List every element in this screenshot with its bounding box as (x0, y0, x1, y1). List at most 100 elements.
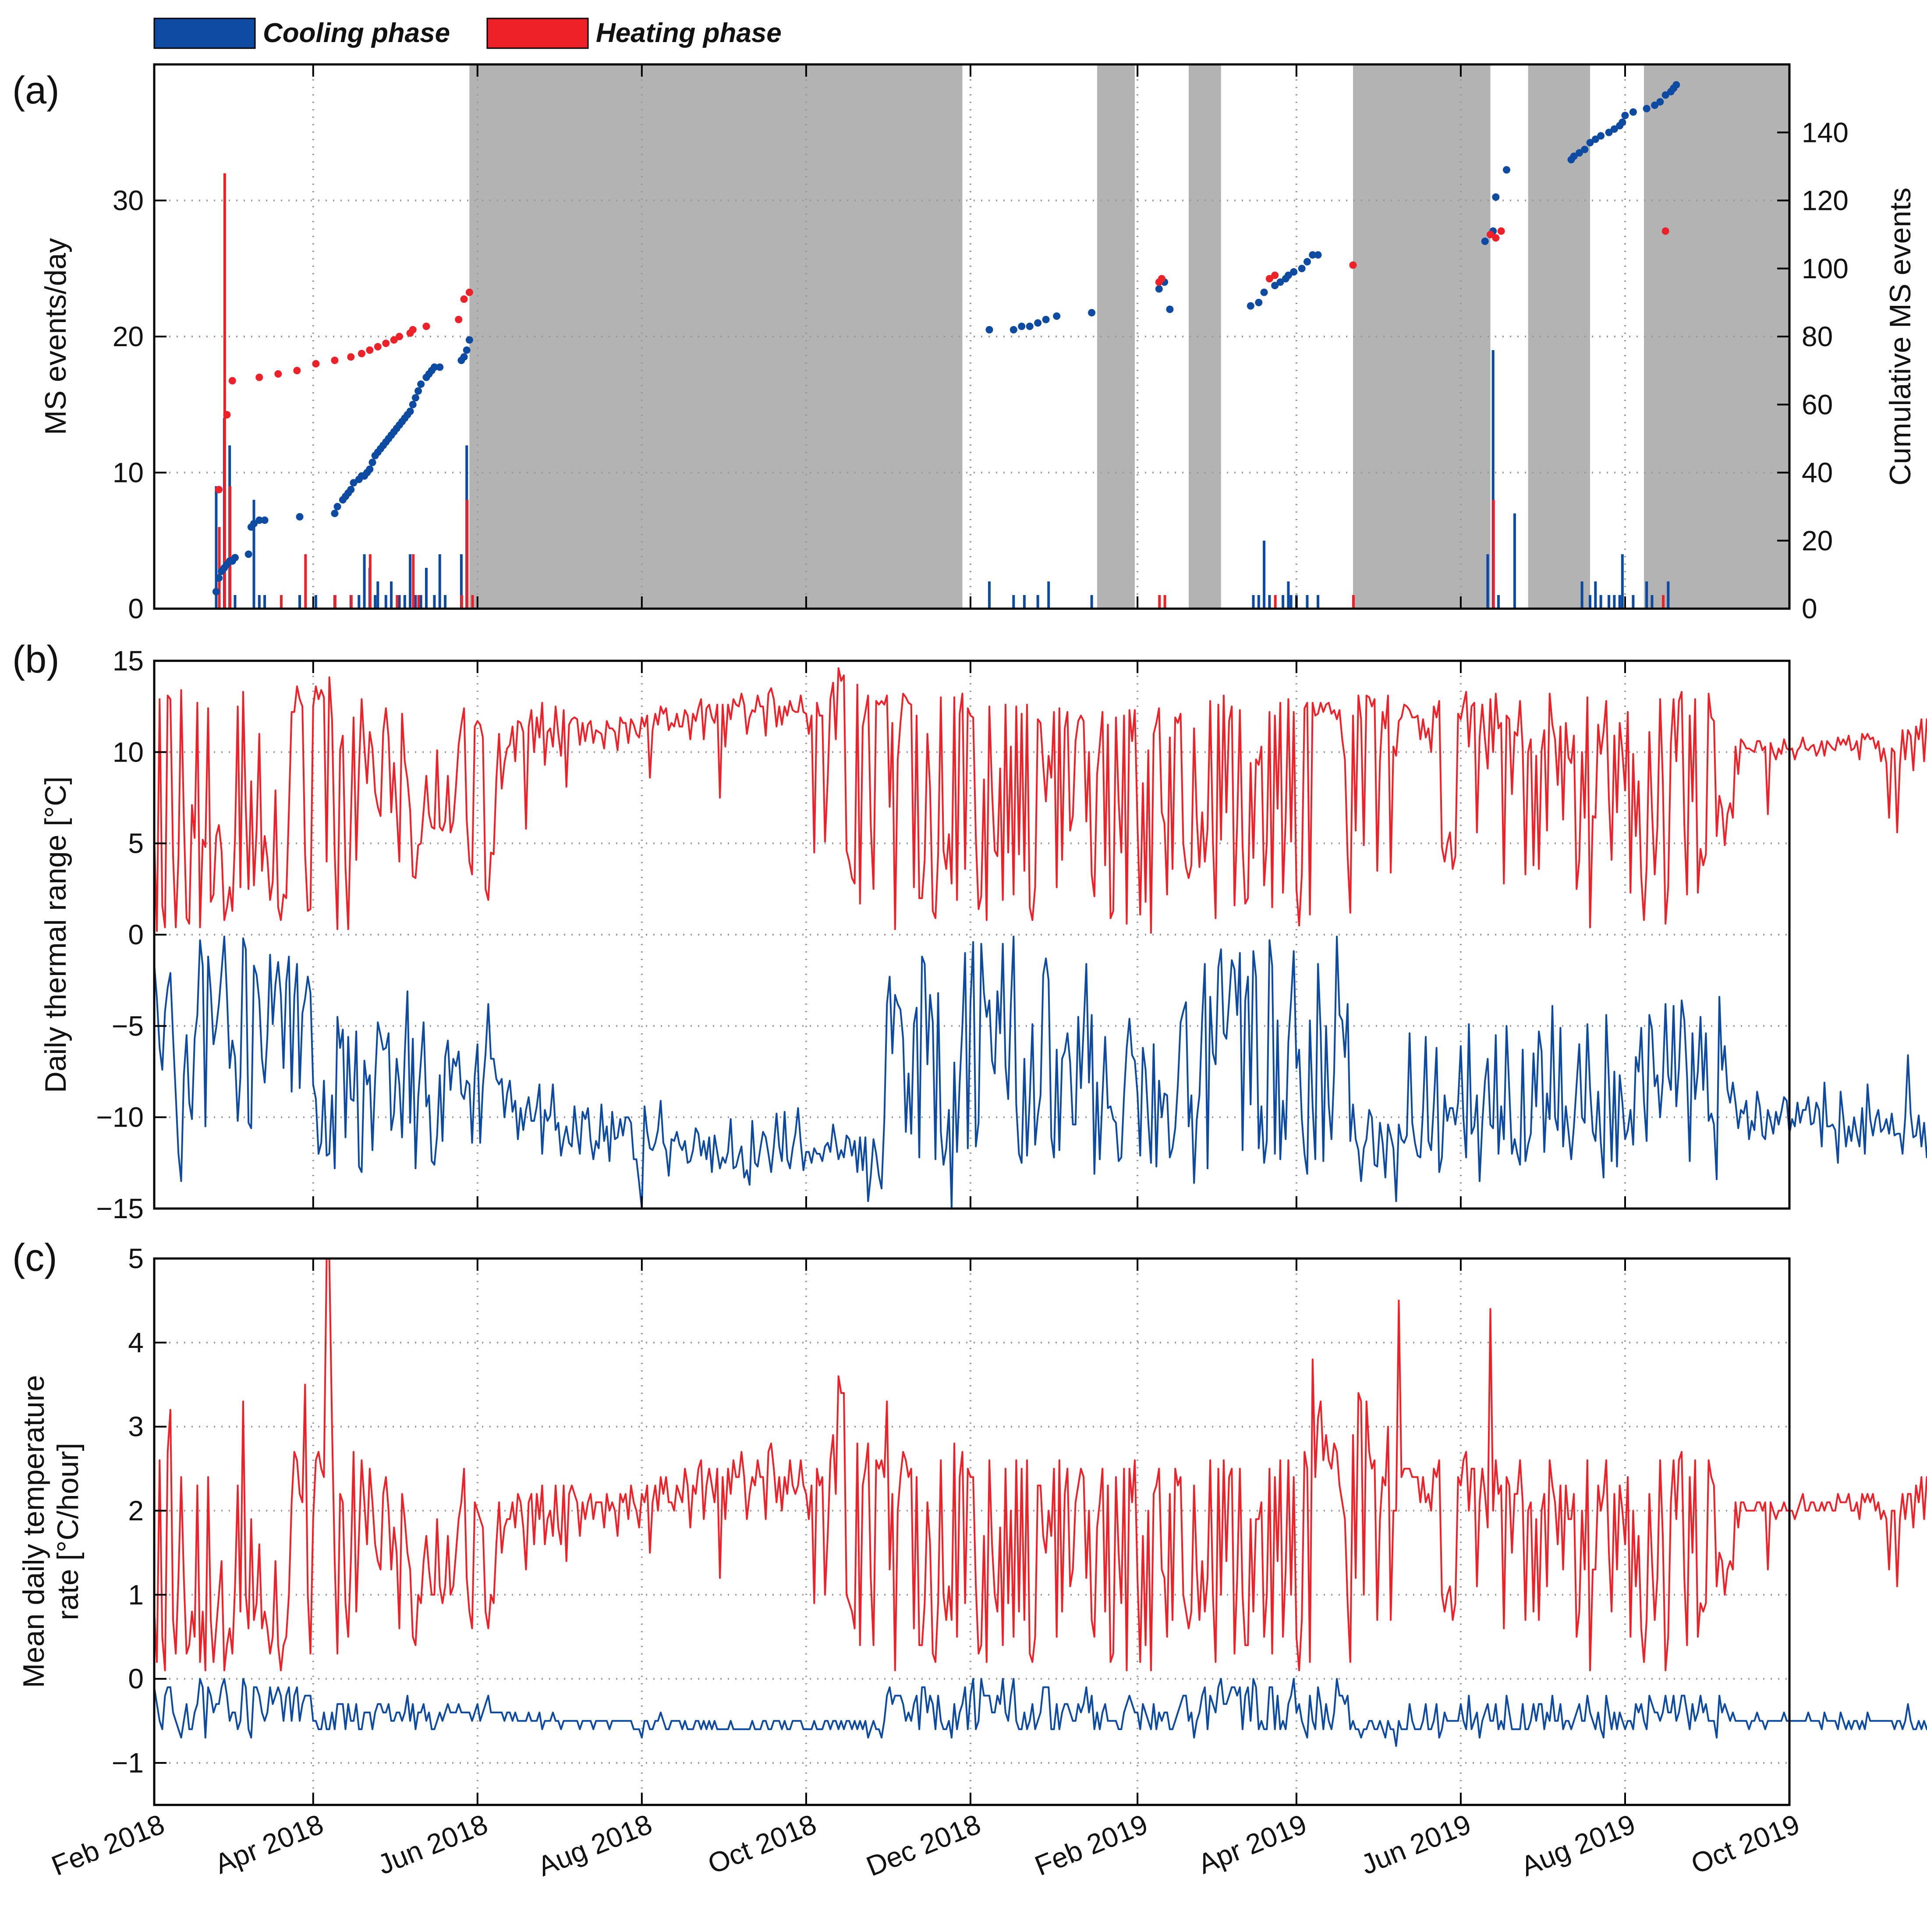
heating-bar (218, 527, 221, 609)
cumulative-cooling-point (436, 363, 444, 371)
x-ticks (153, 64, 1790, 609)
cooling-bar (403, 595, 406, 609)
x-tick-label: Oct 2019 (1686, 1808, 1804, 1880)
x-tick-label: Apr 2019 (1194, 1808, 1311, 1880)
heating-bar (412, 554, 415, 609)
cooling-bar (384, 595, 387, 609)
cooling-bar (263, 595, 266, 609)
cooling-bar (314, 595, 317, 609)
cumulative-cooling-point (1314, 251, 1322, 259)
cumulative-heating-point (465, 288, 473, 296)
cooling-bar (1594, 581, 1597, 609)
cumulative-cooling-point (215, 574, 223, 582)
cumulative-cooling-point (1621, 111, 1629, 119)
x-tick-label: Apr 2018 (210, 1808, 328, 1880)
cooling-bar (1306, 595, 1309, 609)
cooling-bar (1497, 595, 1500, 609)
cumulative-cooling-point (1260, 288, 1268, 296)
cumulative-cooling-point (1247, 302, 1254, 310)
cumulative-heating-point (293, 367, 301, 375)
cooling-bar (215, 486, 218, 609)
x-tick-label: Jun 2018 (373, 1808, 492, 1880)
cumulative-heating-point (331, 356, 339, 364)
cumulative-cooling-point (463, 346, 471, 354)
y-tick-label: 20 (113, 321, 144, 352)
cooling-bar (376, 581, 379, 609)
heating-bar (471, 595, 474, 609)
cumulative-cooling-point (1651, 101, 1659, 109)
cumulative-heating-point (366, 346, 374, 354)
cumulative-cooling-point (1290, 268, 1298, 276)
cumulative-cooling-point (1276, 278, 1284, 286)
cooling-bar (1651, 595, 1654, 609)
cooling-bar (1090, 595, 1093, 609)
y-tick-label: 5 (128, 1243, 144, 1274)
cumulative-cooling-point (1661, 91, 1669, 99)
cooling-bar (433, 595, 436, 609)
heating-bar (1492, 500, 1495, 609)
y-tick-label: 1 (128, 1579, 144, 1610)
cumulative-heating-point (215, 486, 223, 493)
cumulative-cooling-point (1492, 193, 1500, 201)
x-ticks (153, 1258, 1790, 1805)
cumulative-cooling-point (261, 516, 269, 524)
cooling-bar (1491, 350, 1495, 609)
y-ticks: −15 −10 −5 0 5 10 15 (96, 645, 166, 1224)
heating-bar (1158, 595, 1161, 609)
cooling-phase-line (153, 1678, 1927, 1747)
cumulative-markers (212, 81, 1680, 596)
cumulative-cooling-point (1284, 271, 1292, 279)
cooling-bar (1282, 595, 1285, 609)
cumulative-cooling-point (1629, 108, 1637, 116)
cumulative-cooling-point (1298, 265, 1306, 273)
cumulative-cooling-point (1309, 251, 1317, 259)
legend-swatch-cooling (153, 18, 256, 49)
panel-b: (b) −15 −10 −5 0 5 10 15 Daily thermal range [… (12, 638, 1927, 1224)
cooling-bar (1317, 595, 1320, 609)
cooling-bar (1268, 595, 1271, 609)
y-tick-label: 15 (113, 645, 144, 677)
x-tick-label: Jun 2019 (1357, 1808, 1475, 1880)
cumulative-cooling-point (1605, 128, 1613, 136)
legend-label-cooling: Cooling phase (263, 18, 450, 48)
cumulative-cooling-point (1271, 282, 1279, 290)
cumulative-cooling-point (1481, 238, 1489, 245)
heating-bar (460, 595, 463, 609)
no-data-shading (469, 64, 1789, 609)
cooling-bar (1036, 595, 1039, 609)
cooling-bar (444, 595, 447, 609)
cooling-bar (1252, 595, 1255, 609)
cooling-phase-line (153, 936, 1927, 1209)
left-y-ticks: 0 10 20 30 (113, 185, 166, 624)
cumulative-cooling-point (231, 554, 239, 562)
cumulative-cooling-point (1591, 135, 1599, 143)
y-tick-label: 10 (113, 736, 144, 768)
cumulative-heating-point (1487, 230, 1495, 238)
cumulative-cooling-point (1581, 145, 1589, 153)
cumulative-heating-point (390, 336, 398, 344)
cooling-bar (1023, 595, 1026, 609)
cumulative-cooling-point (1010, 326, 1017, 333)
cumulative-cooling-point (1255, 298, 1263, 306)
y-axis-label-a: MS events/day (39, 238, 72, 435)
cooling-bar (252, 500, 255, 609)
cooling-bar (1486, 554, 1489, 609)
cumulative-cooling-point (1502, 166, 1510, 174)
cumulative-cooling-point (409, 401, 417, 408)
cumulative-cooling-point (465, 336, 473, 344)
panel-c: (c) −1 0 1 2 3 4 5 Mean daily temperaturerate … (12, 1236, 1927, 1806)
cooling-bar (1632, 595, 1635, 609)
cumulative-cooling-point (1586, 139, 1594, 147)
x-tick-label: Aug 2018 (533, 1808, 656, 1882)
cumulative-cooling-point (1303, 258, 1311, 266)
cumulative-heating-point (223, 411, 231, 419)
right-y-tick-label: 120 (1802, 185, 1849, 216)
y-axis-label-a-right: Cumulative MS events (1884, 188, 1917, 486)
cooling-bar (1621, 554, 1624, 609)
cooling-bar (1263, 540, 1266, 609)
y-tick-label: 4 (128, 1327, 144, 1358)
heating-bar (466, 500, 469, 609)
cooling-bar (460, 554, 463, 609)
cooling-bar (1599, 595, 1602, 609)
